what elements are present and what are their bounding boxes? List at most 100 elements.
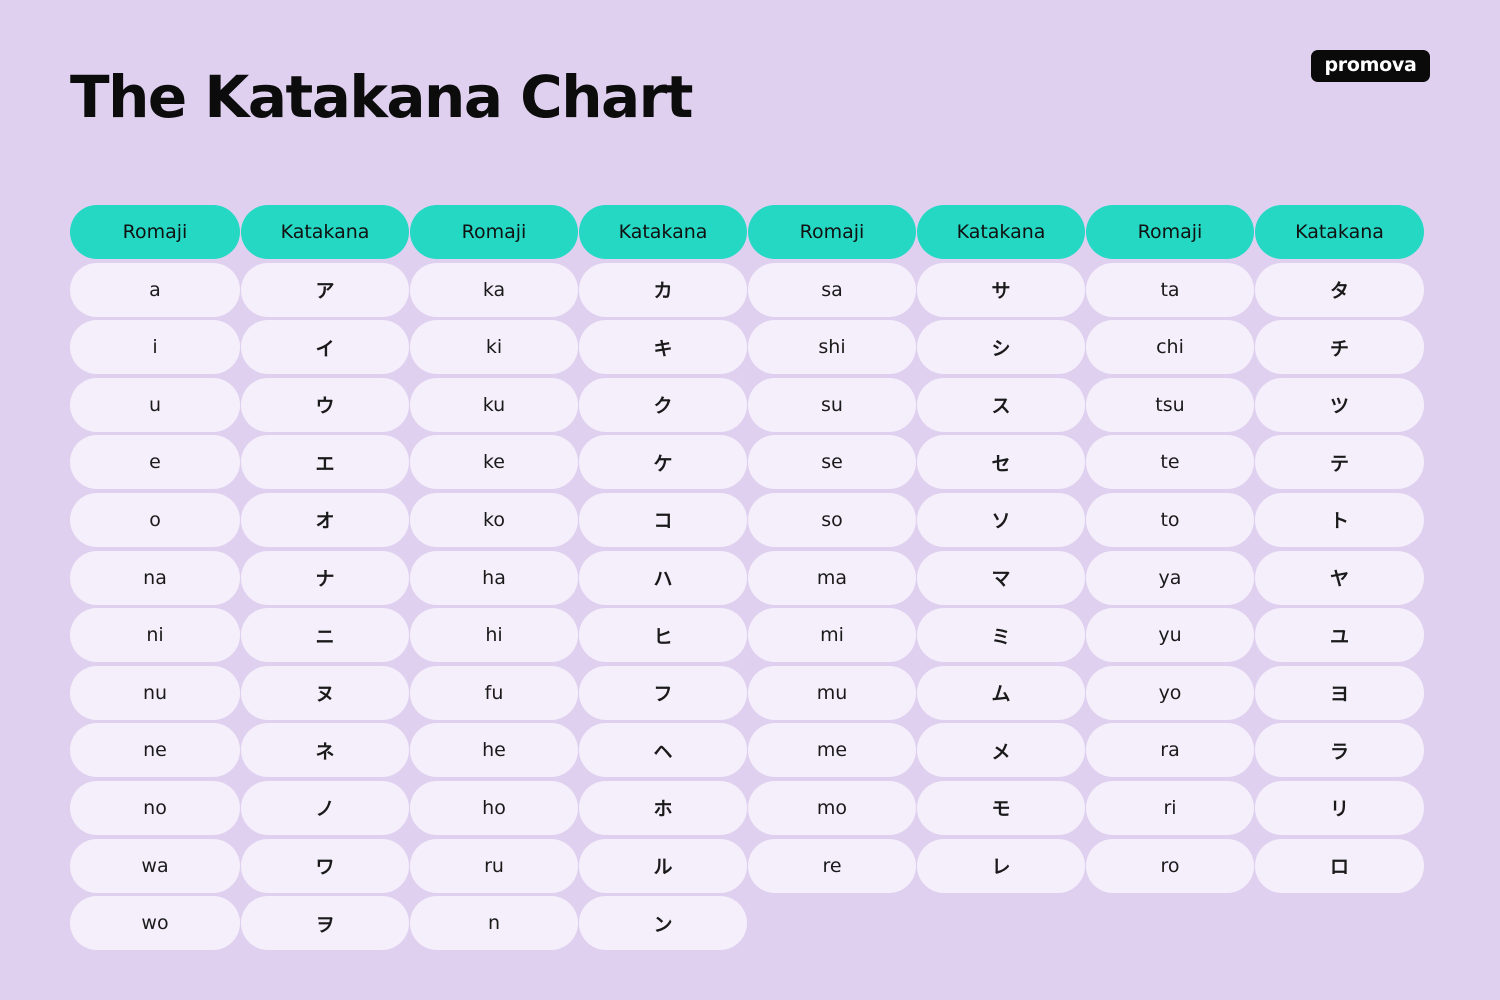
- header-katakana: Katakana: [241, 205, 409, 259]
- romaji-cell: no: [70, 780, 240, 835]
- romaji-cell: sa: [748, 262, 916, 317]
- romaji-cell: re: [748, 838, 916, 893]
- katakana-cell: ニ: [241, 608, 409, 663]
- katakana-cell: キ: [579, 320, 747, 375]
- romaji-cell: yu: [1086, 608, 1254, 663]
- romaji-cell: shi: [748, 320, 916, 375]
- katakana-cell: ネ: [241, 723, 409, 778]
- katakana-cell: ウ: [241, 377, 409, 432]
- katakana-cell: ク: [579, 377, 747, 432]
- katakana-cell: ロ: [1255, 838, 1424, 893]
- romaji-cell: ha: [410, 550, 578, 605]
- katakana-cell: ヘ: [579, 723, 747, 778]
- katakana-cell: ソ: [917, 492, 1085, 547]
- romaji-cell: ko: [410, 492, 578, 547]
- header-katakana: Katakana: [917, 205, 1085, 259]
- katakana-cell: ツ: [1255, 377, 1424, 432]
- katakana-cell: ワ: [241, 838, 409, 893]
- katakana-cell: リ: [1255, 780, 1424, 835]
- katakana-cell: メ: [917, 723, 1085, 778]
- katakana-cell: マ: [917, 550, 1085, 605]
- header-romaji: Romaji: [410, 205, 578, 259]
- header-katakana: Katakana: [579, 205, 747, 259]
- romaji-cell: to: [1086, 492, 1254, 547]
- romaji-cell: ki: [410, 320, 578, 375]
- romaji-cell: ru: [410, 838, 578, 893]
- katakana-cell: セ: [917, 435, 1085, 490]
- katakana-cell: テ: [1255, 435, 1424, 490]
- header-romaji: Romaji: [1086, 205, 1254, 259]
- katakana-cell: ナ: [241, 550, 409, 605]
- romaji-cell: nu: [70, 665, 240, 720]
- header-romaji: Romaji: [748, 205, 916, 259]
- romaji-cell: ra: [1086, 723, 1254, 778]
- katakana-cell: タ: [1255, 262, 1424, 317]
- romaji-cell: ta: [1086, 262, 1254, 317]
- katakana-cell: ミ: [917, 608, 1085, 663]
- romaji-cell: ro: [1086, 838, 1254, 893]
- romaji-cell: ku: [410, 377, 578, 432]
- katakana-cell: エ: [241, 435, 409, 490]
- romaji-cell: o: [70, 492, 240, 547]
- katakana-cell: ス: [917, 377, 1085, 432]
- header-katakana: Katakana: [1255, 205, 1424, 259]
- romaji-cell: n: [410, 896, 578, 951]
- header-romaji: Romaji: [70, 205, 240, 259]
- romaji-cell: chi: [1086, 320, 1254, 375]
- katakana-cell: ヨ: [1255, 665, 1424, 720]
- katakana-cell: ケ: [579, 435, 747, 490]
- katakana-cell: シ: [917, 320, 1085, 375]
- katakana-cell: ヌ: [241, 665, 409, 720]
- katakana-cell: チ: [1255, 320, 1424, 375]
- romaji-cell: su: [748, 377, 916, 432]
- romaji-cell: wa: [70, 838, 240, 893]
- katakana-cell: ラ: [1255, 723, 1424, 778]
- romaji-cell: mo: [748, 780, 916, 835]
- romaji-cell: u: [70, 377, 240, 432]
- romaji-cell: fu: [410, 665, 578, 720]
- katakana-cell: ヤ: [1255, 550, 1424, 605]
- promova-logo: promova: [1311, 50, 1430, 82]
- romaji-cell: so: [748, 492, 916, 547]
- romaji-cell: ka: [410, 262, 578, 317]
- romaji-cell: na: [70, 550, 240, 605]
- romaji-cell: te: [1086, 435, 1254, 490]
- romaji-cell: ni: [70, 608, 240, 663]
- romaji-cell: wo: [70, 896, 240, 951]
- katakana-cell: ユ: [1255, 608, 1424, 663]
- katakana-table: Romaji Katakana Romaji Katakana Romaji Kataka…: [70, 205, 1424, 951]
- katakana-cell: ン: [579, 896, 747, 951]
- romaji-cell: he: [410, 723, 578, 778]
- romaji-cell: ya: [1086, 550, 1254, 605]
- romaji-cell: ho: [410, 780, 578, 835]
- romaji-cell: tsu: [1086, 377, 1254, 432]
- page-title: The Katakana Chart: [70, 63, 694, 131]
- katakana-cell: コ: [579, 492, 747, 547]
- katakana-cell: フ: [579, 665, 747, 720]
- katakana-cell: カ: [579, 262, 747, 317]
- katakana-cell: ア: [241, 262, 409, 317]
- katakana-cell: イ: [241, 320, 409, 375]
- romaji-cell: se: [748, 435, 916, 490]
- romaji-cell: mi: [748, 608, 916, 663]
- romaji-cell: mu: [748, 665, 916, 720]
- romaji-cell: ri: [1086, 780, 1254, 835]
- katakana-cell: ム: [917, 665, 1085, 720]
- romaji-cell: yo: [1086, 665, 1254, 720]
- katakana-cell: モ: [917, 780, 1085, 835]
- romaji-cell: ma: [748, 550, 916, 605]
- romaji-cell: e: [70, 435, 240, 490]
- katakana-cell: ル: [579, 838, 747, 893]
- romaji-cell: hi: [410, 608, 578, 663]
- katakana-cell: ハ: [579, 550, 747, 605]
- katakana-cell: ヲ: [241, 896, 409, 951]
- romaji-cell: i: [70, 320, 240, 375]
- katakana-cell: レ: [917, 838, 1085, 893]
- katakana-cell: ト: [1255, 492, 1424, 547]
- romaji-cell: a: [70, 262, 240, 317]
- katakana-cell: サ: [917, 262, 1085, 317]
- katakana-cell: ホ: [579, 780, 747, 835]
- romaji-cell: ke: [410, 435, 578, 490]
- romaji-cell: ne: [70, 723, 240, 778]
- romaji-cell: me: [748, 723, 916, 778]
